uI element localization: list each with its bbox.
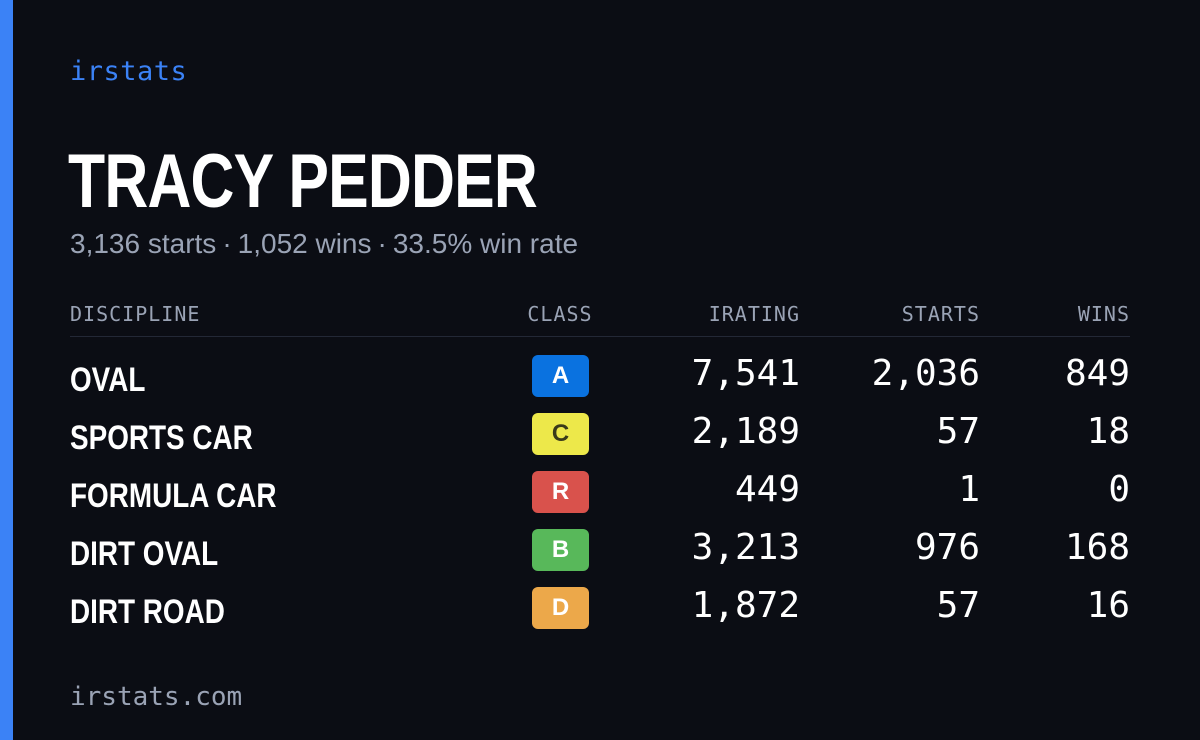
wins-value: 16: [1086, 585, 1130, 626]
class-badge: A: [532, 355, 589, 397]
starts-value: 1: [958, 469, 980, 510]
irating-value: 7,541: [691, 353, 800, 394]
header-irating: IRATING: [708, 302, 800, 326]
discipline-stats-table: DISCIPLINE CLASS IRATING STARTS WINS OVA…: [70, 296, 1130, 639]
table-row: OVAL A 7,541 2,036 849: [70, 349, 1130, 407]
wins-value: 168: [1064, 527, 1130, 568]
summary-wins: 1,052 wins: [237, 228, 372, 259]
irating-value: 2,189: [691, 411, 800, 452]
summary-separator: ·: [377, 228, 387, 259]
wins-value: 18: [1086, 411, 1130, 452]
discipline-name: OVAL: [70, 361, 146, 399]
brand-logo: irstats: [70, 56, 188, 87]
table-body: OVAL A 7,541 2,036 849 SPORTS CAR C 2,189 57 18 FO…: [70, 349, 1130, 639]
discipline-name: SPORTS CAR: [70, 419, 253, 457]
class-badge: D: [532, 587, 589, 629]
header-class: CLASS: [527, 302, 593, 326]
header-wins: WINS: [1077, 302, 1130, 326]
discipline-name: DIRT ROAD: [70, 593, 225, 631]
player-name: TRACY PEDDER: [68, 139, 538, 224]
accent-bar: [0, 0, 13, 740]
header-discipline: DISCIPLINE: [70, 302, 201, 326]
discipline-name: DIRT OVAL: [70, 535, 219, 573]
table-row: DIRT ROAD D 1,872 57 16: [70, 581, 1130, 639]
table-row: SPORTS CAR C 2,189 57 18: [70, 407, 1130, 465]
table-row: FORMULA CAR R 449 1 0: [70, 465, 1130, 523]
starts-value: 2,036: [871, 353, 980, 394]
table-header: DISCIPLINE CLASS IRATING STARTS WINS: [70, 296, 1130, 337]
class-badge: R: [532, 471, 589, 513]
table-row: DIRT OVAL B 3,213 976 168: [70, 523, 1130, 581]
summary-separator: ·: [222, 228, 232, 259]
irating-value: 1,872: [691, 585, 800, 626]
career-summary: 3,136 starts · 1,052 wins · 33.5% win rate: [70, 228, 578, 260]
starts-value: 57: [936, 411, 980, 452]
starts-value: 976: [914, 527, 980, 568]
wins-value: 0: [1108, 469, 1130, 510]
irating-value: 449: [734, 469, 800, 510]
irating-value: 3,213: [691, 527, 800, 568]
class-badge: B: [532, 529, 589, 571]
class-badge: C: [532, 413, 589, 455]
footer-url: irstats.com: [70, 682, 243, 712]
starts-value: 57: [936, 585, 980, 626]
discipline-name: FORMULA CAR: [70, 477, 277, 515]
header-starts: STARTS: [901, 302, 980, 326]
summary-starts: 3,136 starts: [70, 228, 217, 259]
summary-win-rate: 33.5% win rate: [392, 228, 579, 259]
wins-value: 849: [1064, 353, 1130, 394]
